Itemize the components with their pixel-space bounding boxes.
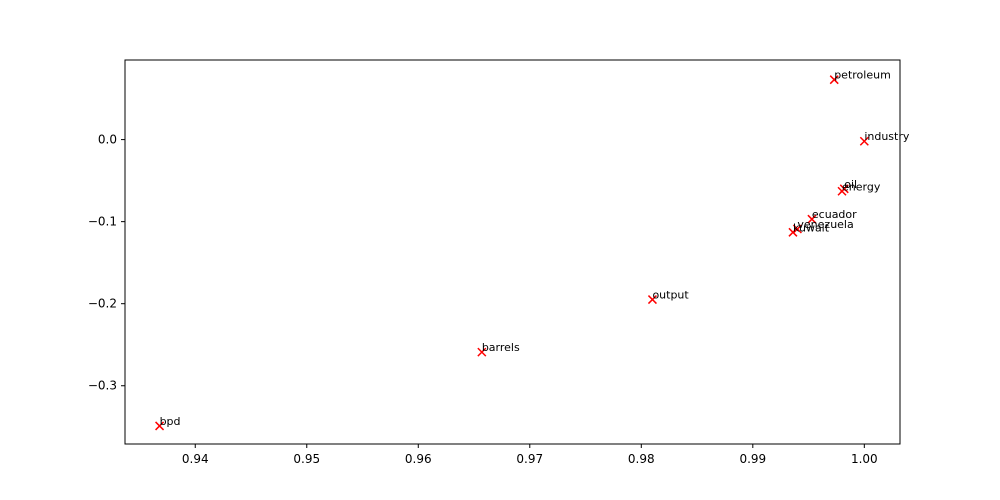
point-label: bpd [160,415,181,428]
x-marker [155,421,165,431]
x-tick-label: 0.95 [293,452,320,466]
x-tick-label: 1.00 [851,452,878,466]
data-point-bpd: bpd [155,415,181,431]
x-marker [807,214,817,224]
x-marker [837,186,847,196]
data-point-ecuador: ecuador [807,208,857,224]
y-tick-label: −0.2 [88,297,117,311]
axes-frame [124,59,901,445]
data-point-industry: industry [859,130,910,146]
x-tick-label: 0.96 [405,452,432,466]
point-label: venezuela [797,218,853,231]
x-tick-label: 0.98 [628,452,655,466]
data-point-output: output [647,289,689,305]
point-label: ecuador [812,208,857,221]
point-label: petroleum [834,69,891,82]
x-marker [829,75,839,85]
point-label: kuwait [793,221,830,234]
y-tick-label: 0.0 [98,133,117,147]
point-label: barrels [482,341,520,354]
data-point-kuwait: kuwait [788,221,830,237]
point-label: output [652,289,689,302]
data-point-barrels: barrels [477,341,520,357]
x-tick-label: 0.97 [516,452,543,466]
point-label: industry [864,130,910,143]
x-marker [477,347,487,357]
plot-area: 0.94 0.95 0.96 0.97 0.98 0.99 1.00 0.0 −0.1 −0.2 −… [88,59,910,466]
data-point-petroleum: petroleum [829,69,891,85]
point-label: energy [842,180,881,193]
x-marker [647,295,657,305]
data-point-energy: energy [837,180,881,196]
x-marker [788,227,798,237]
x-marker [792,224,802,234]
y-tick-label: −0.3 [88,379,117,393]
x-tick-label: 0.94 [182,452,209,466]
x-tick-label: 0.99 [739,452,766,466]
y-tick-label: −0.1 [88,215,117,229]
data-point-venezuela: venezuela [792,218,854,234]
x-marker [859,136,869,146]
point-label: oil [844,178,857,191]
